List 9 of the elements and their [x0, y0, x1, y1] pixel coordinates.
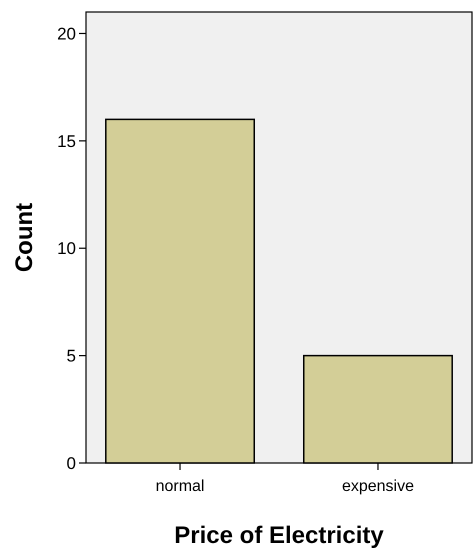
x-axis-title: Price of Electricity: [174, 522, 384, 549]
x-tick-label: normal: [156, 478, 204, 495]
y-axis-title: Count: [11, 202, 38, 272]
y-tick-label: 20: [57, 24, 76, 44]
y-tick-label: 5: [66, 346, 76, 366]
y-tick-label: 10: [57, 239, 76, 258]
x-tick-label: expensive: [342, 478, 414, 495]
y-tick-label: 0: [66, 454, 76, 473]
y-tick-label: 15: [57, 132, 76, 151]
